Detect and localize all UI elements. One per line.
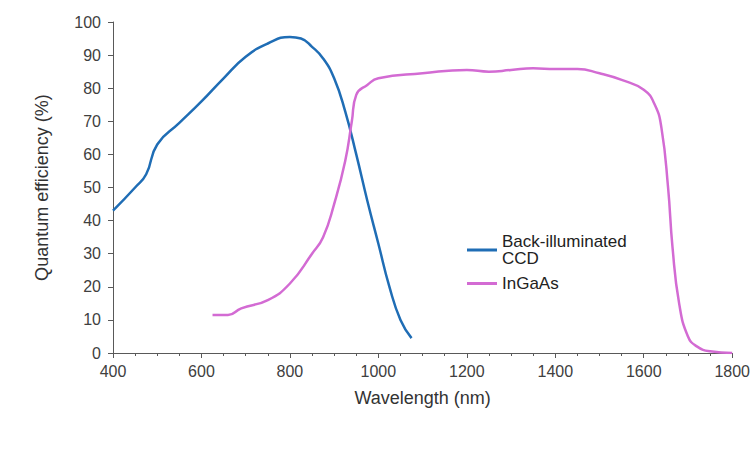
svg-text:1800: 1800 (714, 363, 750, 380)
svg-text:Quantum efficiency (%): Quantum efficiency (%) (32, 94, 52, 281)
svg-text:90: 90 (83, 47, 101, 64)
svg-text:400: 400 (100, 363, 127, 380)
svg-text:30: 30 (83, 245, 101, 262)
svg-text:20: 20 (83, 278, 101, 295)
svg-text:600: 600 (188, 363, 215, 380)
svg-text:50: 50 (83, 179, 101, 196)
svg-text:10: 10 (83, 311, 101, 328)
svg-text:40: 40 (83, 212, 101, 229)
svg-text:60: 60 (83, 146, 101, 163)
svg-text:Back-illuminated: Back-illuminated (502, 232, 632, 251)
svg-text:CCD: CCD (502, 249, 539, 268)
svg-text:70: 70 (83, 113, 101, 130)
svg-text:1600: 1600 (626, 363, 662, 380)
svg-text:80: 80 (83, 80, 101, 97)
svg-text:0: 0 (92, 345, 101, 362)
svg-text:1200: 1200 (449, 363, 485, 380)
svg-text:800: 800 (277, 363, 304, 380)
svg-text:1400: 1400 (537, 363, 573, 380)
svg-text:100: 100 (74, 14, 101, 31)
svg-text:1000: 1000 (361, 363, 397, 380)
svg-text:InGaAs: InGaAs (502, 274, 559, 293)
svg-text:Wavelength (nm): Wavelength (nm) (354, 388, 490, 408)
